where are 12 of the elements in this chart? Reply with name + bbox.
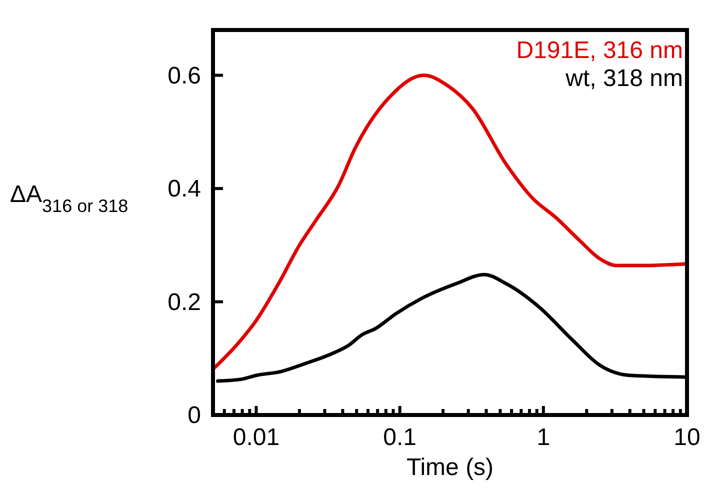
text: D191E, 316 nm [516,37,683,64]
y-tick-label: 0.6 [168,62,201,90]
x-tick-label: 10 [674,424,700,451]
x-axis-title: Time (s) [406,454,494,481]
text: wt, 318 nm [564,65,683,92]
y-tick-label: 0 [188,402,201,429]
y-tick-label: 0.4 [168,176,201,203]
y-axis-title: ΔA$_{316 or 318}$ [10,181,128,216]
x-tick-label: 0.01 [232,424,280,451]
x-tick-label: 0.1 [383,424,417,451]
x-tick-label: 1 [536,424,550,451]
y-tick-label: 0.2 [168,288,201,316]
